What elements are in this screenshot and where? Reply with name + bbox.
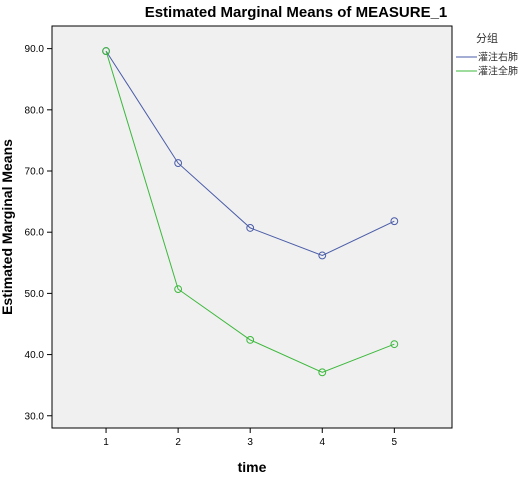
series-layer bbox=[102, 47, 399, 377]
y-tick-label: 40.0 bbox=[25, 350, 45, 361]
series-1-point bbox=[174, 159, 183, 167]
y-tick-label: 30.0 bbox=[25, 411, 45, 422]
y-tick-label: 60.0 bbox=[25, 228, 45, 239]
series-1-point bbox=[246, 224, 255, 232]
series-2-point bbox=[246, 335, 255, 344]
x-tick-label: 3 bbox=[247, 437, 253, 448]
x-axis-ticks: 1 2 3 4 5 bbox=[103, 428, 398, 448]
legend-item-label: 灌注全肺 bbox=[478, 65, 518, 78]
chart-title: Estimated Marginal Means of MEASURE_1 bbox=[145, 4, 448, 21]
series-1-point bbox=[390, 217, 399, 226]
series-2-point bbox=[318, 368, 327, 377]
x-tick-label: 1 bbox=[103, 437, 109, 448]
plot-area bbox=[51, 25, 453, 429]
x-tick-label: 2 bbox=[175, 437, 181, 448]
series-line-2 bbox=[105, 50, 395, 373]
y-axis-label: Estimated Marginal Means bbox=[0, 139, 15, 315]
series-line-1 bbox=[105, 50, 395, 257]
x-tick-label: 5 bbox=[392, 437, 398, 448]
series-2-point bbox=[174, 285, 183, 294]
x-tick-label: 4 bbox=[319, 437, 325, 448]
series-1-point bbox=[318, 251, 327, 260]
y-tick-label: 50.0 bbox=[25, 289, 45, 300]
y-tick-label: 80.0 bbox=[25, 105, 45, 116]
y-tick-label: 90.0 bbox=[25, 44, 45, 55]
y-tick-label: 70.0 bbox=[25, 167, 45, 178]
series-2-point bbox=[390, 340, 399, 349]
y-axis-ticks: 30.0 40.0 50.0 60.0 70.0 80.0 90.0 bbox=[25, 44, 52, 422]
legend-title: 分组 bbox=[476, 31, 498, 45]
legend-item-label: 灌注右肺 bbox=[478, 51, 518, 64]
x-axis-label: time bbox=[238, 459, 267, 475]
series-2-point bbox=[102, 47, 110, 55]
